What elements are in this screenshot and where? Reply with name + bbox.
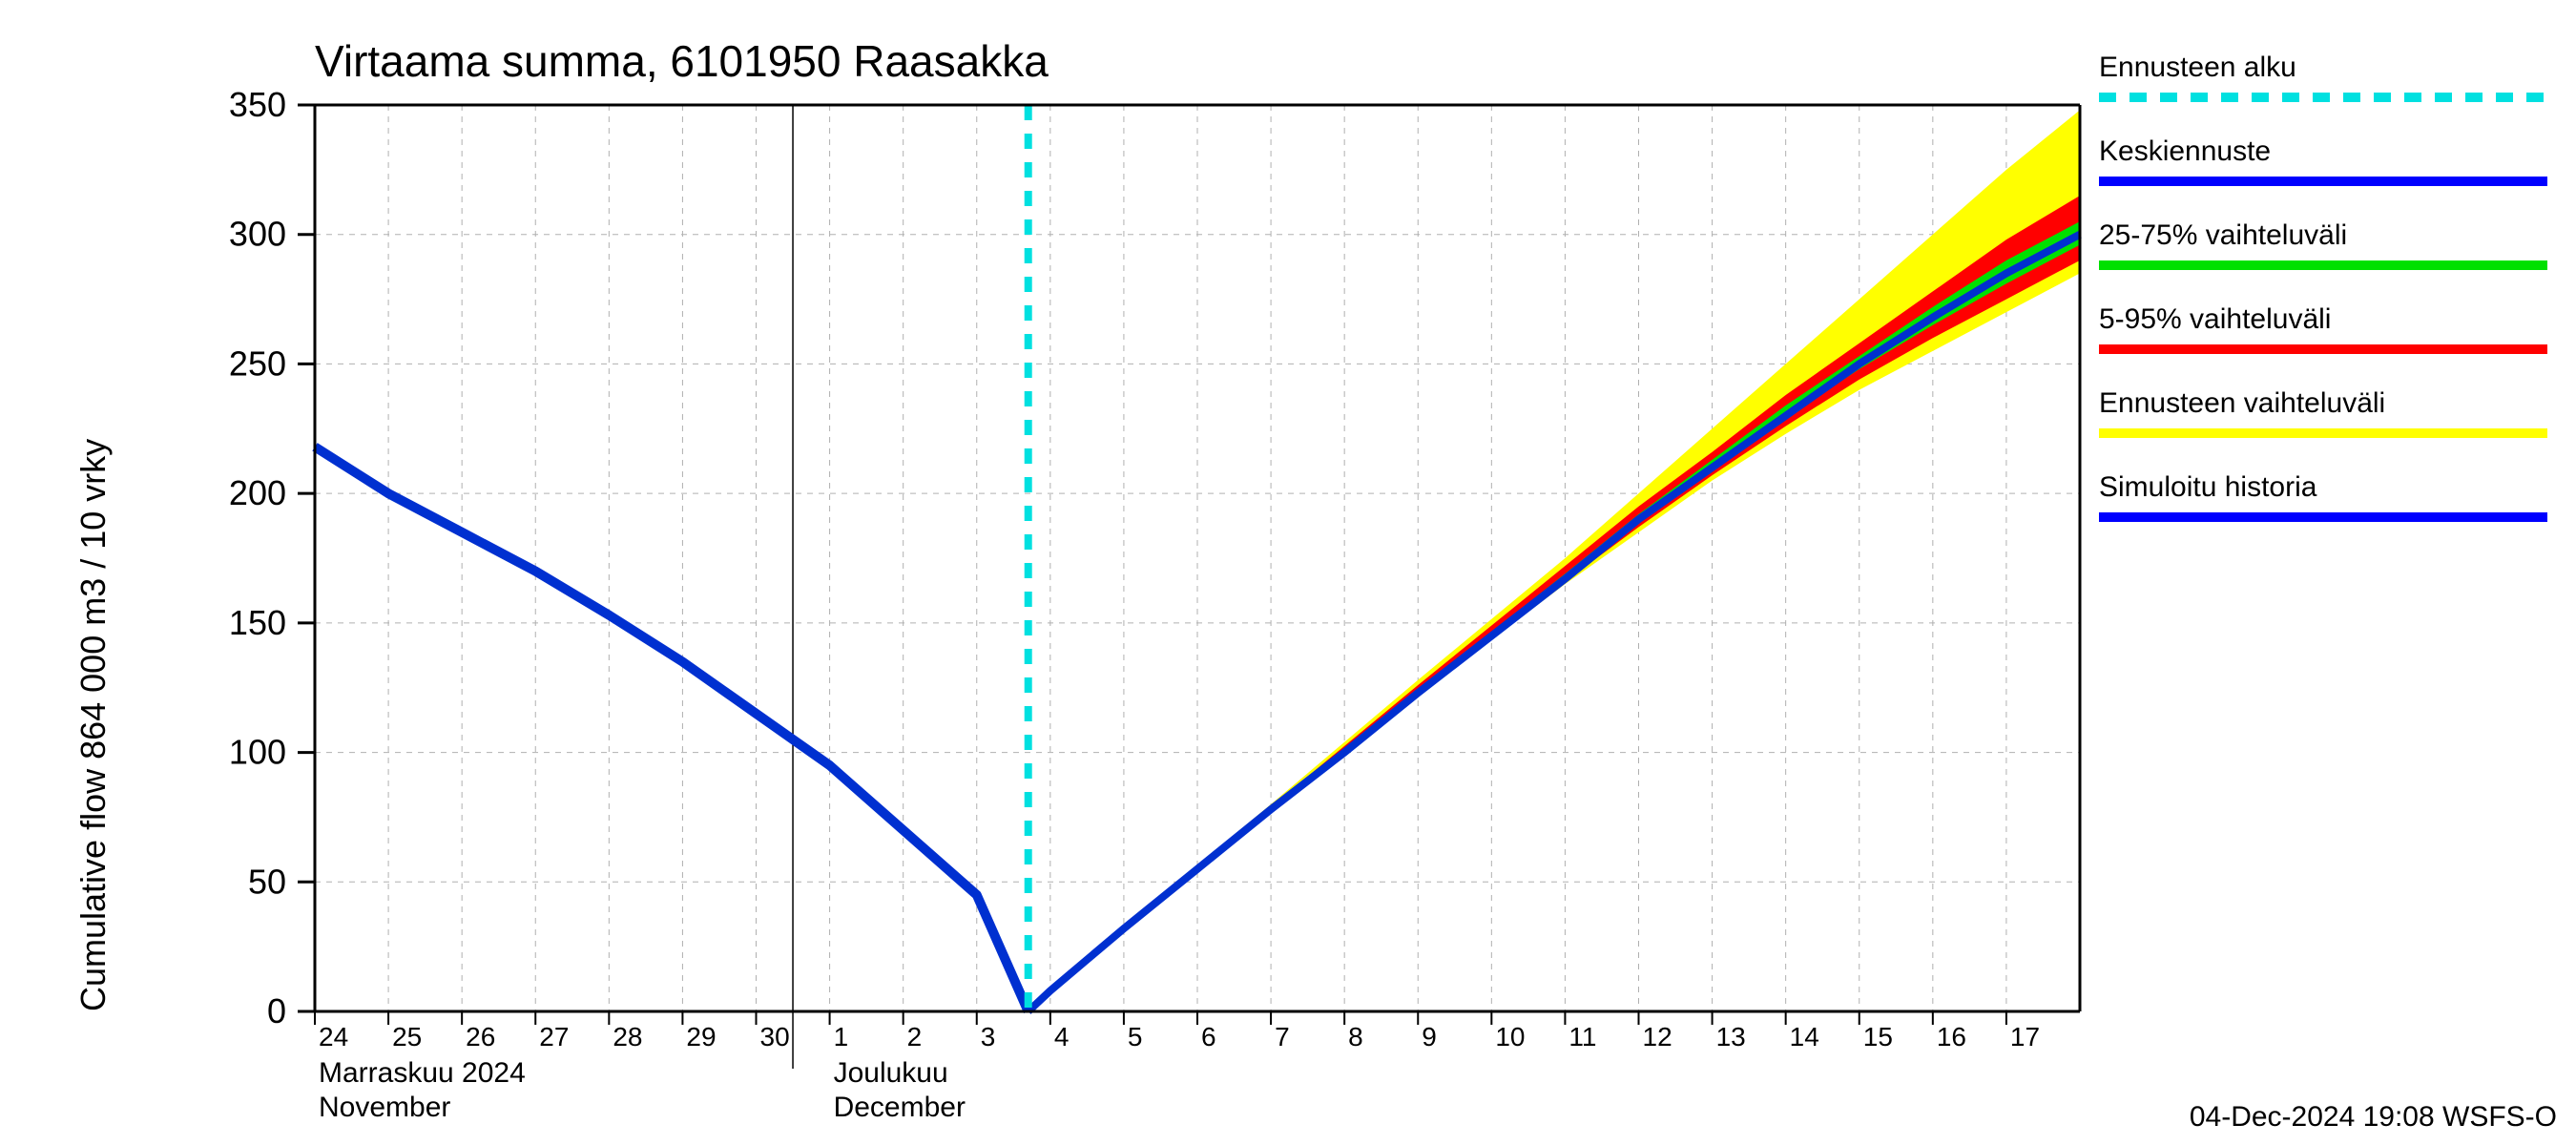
y-tick-label: 350 bbox=[229, 85, 286, 124]
y-tick-label: 250 bbox=[229, 344, 286, 383]
x-tick-label: 24 bbox=[319, 1022, 348, 1051]
y-tick-label: 200 bbox=[229, 473, 286, 512]
chart-title: Virtaama summa, 6101950 Raasakka bbox=[315, 36, 1049, 86]
x-tick-label: 27 bbox=[539, 1022, 569, 1051]
month-label-2: December bbox=[834, 1092, 966, 1123]
x-tick-label: 16 bbox=[1937, 1022, 1966, 1051]
legend-label: Simuloitu historia bbox=[2099, 471, 2317, 503]
x-tick-label: 1 bbox=[834, 1022, 849, 1051]
y-tick-label: 100 bbox=[229, 733, 286, 772]
legend-label: Keskiennuste bbox=[2099, 135, 2271, 167]
y-tick-label: 150 bbox=[229, 603, 286, 642]
x-tick-label: 9 bbox=[1422, 1022, 1437, 1051]
y-tick-label: 50 bbox=[248, 862, 286, 901]
x-tick-label: 30 bbox=[760, 1022, 790, 1051]
y-axis-label: Cumulative flow 864 000 m3 / 10 vrky bbox=[73, 439, 113, 1011]
chart-container: 0501001502002503003502425262728293012345… bbox=[0, 0, 2576, 1145]
legend-label: Ennusteen vaihteluväli bbox=[2099, 387, 2385, 419]
x-tick-label: 3 bbox=[981, 1022, 996, 1051]
x-tick-label: 25 bbox=[392, 1022, 422, 1051]
x-tick-label: 12 bbox=[1643, 1022, 1672, 1051]
x-tick-label: 15 bbox=[1863, 1022, 1893, 1051]
month-label-1: Joulukuu bbox=[834, 1057, 948, 1089]
x-tick-label: 6 bbox=[1201, 1022, 1216, 1051]
x-tick-label: 26 bbox=[466, 1022, 495, 1051]
y-tick-label: 0 bbox=[267, 991, 286, 1030]
chart-svg: 0501001502002503003502425262728293012345… bbox=[0, 0, 2576, 1145]
x-tick-label: 29 bbox=[686, 1022, 716, 1051]
x-tick-label: 5 bbox=[1128, 1022, 1143, 1051]
legend-label: 25-75% vaihteluväli bbox=[2099, 219, 2347, 251]
x-tick-label: 13 bbox=[1716, 1022, 1746, 1051]
footer-text: 04-Dec-2024 19:08 WSFS-O bbox=[2190, 1101, 2557, 1133]
legend-label: 5-95% vaihteluväli bbox=[2099, 303, 2331, 335]
x-tick-label: 17 bbox=[2010, 1022, 2040, 1051]
x-tick-label: 4 bbox=[1054, 1022, 1070, 1051]
x-tick-label: 28 bbox=[613, 1022, 642, 1051]
x-tick-label: 7 bbox=[1275, 1022, 1290, 1051]
x-tick-label: 2 bbox=[907, 1022, 923, 1051]
y-tick-label: 300 bbox=[229, 215, 286, 254]
month-label-2: November bbox=[319, 1092, 450, 1123]
month-label-1: Marraskuu 2024 bbox=[319, 1057, 526, 1089]
x-tick-label: 10 bbox=[1495, 1022, 1525, 1051]
x-tick-label: 8 bbox=[1348, 1022, 1363, 1051]
x-tick-label: 14 bbox=[1790, 1022, 1819, 1051]
x-tick-label: 11 bbox=[1568, 1022, 1596, 1051]
legend-label: Ennusteen alku bbox=[2099, 52, 2296, 83]
